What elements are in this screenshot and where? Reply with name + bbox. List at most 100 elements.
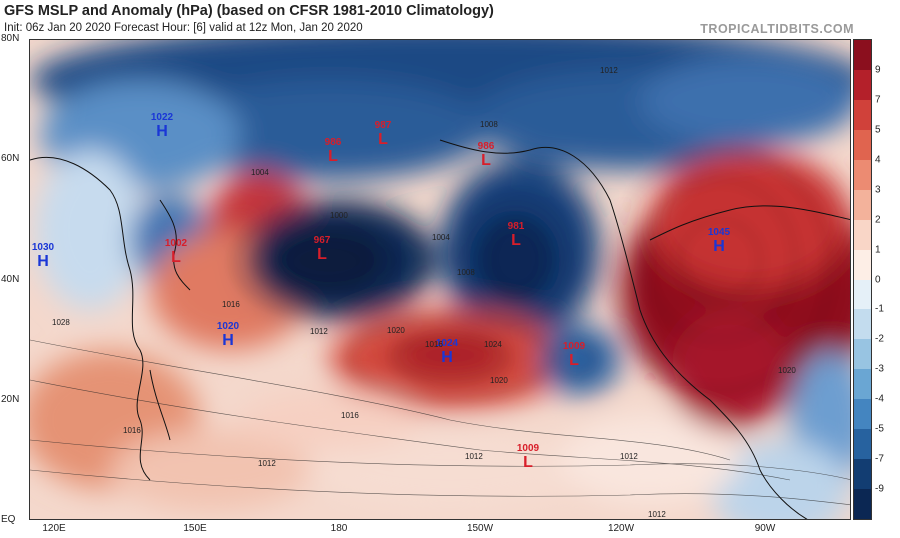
system-letter: L (511, 232, 521, 249)
isobar-label: 1008 (480, 120, 498, 129)
system-letter: L (378, 131, 388, 148)
isobar-label: 1024 (484, 340, 502, 349)
colorbar-segment (854, 369, 871, 400)
system-letter: L (328, 148, 338, 165)
pressure-value: 986 (324, 137, 342, 148)
pressure-value: 986 (477, 141, 495, 152)
colorbar-segment (854, 429, 871, 460)
map-panel (29, 39, 851, 520)
pressure-value: 1030 (31, 242, 55, 253)
pressure-value: 981 (507, 221, 525, 232)
isobar-label: 1020 (490, 376, 508, 385)
colorbar-label: -5 (875, 423, 884, 435)
pressure-value: 1022 (150, 112, 174, 123)
lat-label: EQ (1, 514, 16, 525)
isobar-label: 1012 (258, 459, 276, 468)
system-letter: H (441, 349, 453, 366)
isobar-label: 1012 (600, 66, 618, 75)
system-letter: L (171, 249, 181, 266)
colorbar-label: 2 (875, 214, 881, 226)
colorbar-segment (854, 489, 871, 519)
isobar-label: 1020 (387, 326, 405, 335)
anomaly-map (30, 40, 850, 519)
system-letter: L (481, 152, 491, 169)
isobar-label: 1012 (465, 452, 483, 461)
anomaly-field (30, 40, 850, 519)
colorbar-segment (854, 189, 871, 220)
colorbar-label: 3 (875, 184, 881, 196)
low-pressure-marker: 967 L (314, 236, 331, 263)
lon-label: 180 (330, 523, 348, 534)
low-pressure-marker: 987 L (375, 121, 392, 148)
colorbar-label: 9 (875, 64, 881, 76)
colorbar-segment (854, 69, 871, 100)
system-letter: H (37, 253, 49, 270)
colorbar-segment (854, 129, 871, 160)
pressure-value: 1002 (164, 238, 188, 249)
lon-label: 90W (754, 523, 776, 534)
high-pressure-marker: 1020 H (217, 322, 239, 349)
colorbar-label: 7 (875, 94, 881, 106)
map-subtitle: Init: 06z Jan 20 2020 Forecast Hour: [6]… (4, 22, 363, 34)
low-pressure-marker: 986 L (325, 138, 342, 165)
colorbar-segment (854, 159, 871, 190)
isobar-label: 1028 (52, 318, 70, 327)
low-pressure-marker: 1002 L (165, 239, 187, 266)
isobar-label: 1016 (222, 300, 240, 309)
brand-watermark[interactable]: TROPICALTIDBITS.COM (700, 22, 854, 36)
low-pressure-marker: 981 L (508, 222, 525, 249)
isobar-label: 1012 (648, 510, 666, 519)
colorbar (853, 39, 872, 520)
low-pressure-marker: 1009 L (563, 342, 585, 369)
colorbar-label: -1 (875, 303, 884, 315)
colorbar-label: -3 (875, 363, 884, 375)
lon-label: 150E (183, 523, 207, 534)
isobar-label: 1016 (123, 426, 141, 435)
isobar-label: 1000 (330, 211, 348, 220)
colorbar-segment (854, 279, 871, 310)
pressure-value: 1024 (435, 338, 459, 349)
isobar-label: 1004 (432, 233, 450, 242)
isobar-label: 1004 (251, 168, 269, 177)
colorbar-label: -7 (875, 453, 884, 465)
lon-label: 120W (607, 523, 635, 534)
lon-label: 120E (42, 523, 66, 534)
system-letter: L (523, 454, 533, 471)
lat-label: 20N (1, 394, 20, 405)
colorbar-label: 4 (875, 154, 881, 166)
colorbar-label: -9 (875, 483, 884, 495)
isobar-label: 1012 (310, 327, 328, 336)
colorbar-segment (854, 249, 871, 280)
system-letter: L (317, 246, 327, 263)
high-pressure-marker: 1030 H (32, 243, 54, 270)
low-pressure-marker: 1009 L (517, 444, 539, 471)
map-title: GFS MSLP and Anomaly (hPa) (based on CFS… (4, 3, 494, 19)
lat-label: 60N (1, 153, 20, 164)
pressure-value: 987 (374, 120, 392, 131)
isobar-label: 1016 (425, 340, 443, 349)
colorbar-label: -2 (875, 333, 884, 345)
colorbar-segment (854, 219, 871, 250)
system-letter: H (156, 123, 168, 140)
colorbar-label: 5 (875, 124, 881, 136)
high-pressure-marker: 1024 H (436, 339, 458, 366)
colorbar-segment (854, 459, 871, 490)
lat-label: 40N (1, 274, 20, 285)
pressure-value: 1020 (216, 321, 240, 332)
lat-label: 80N (1, 33, 20, 44)
high-pressure-marker: 1045 H (708, 228, 730, 255)
colorbar-label: 0 (875, 274, 881, 285)
pressure-value: 1045 (707, 227, 731, 238)
system-letter: H (222, 332, 234, 349)
low-pressure-marker: 986 L (478, 142, 495, 169)
colorbar-label: 1 (875, 244, 881, 256)
lon-label: 150W (466, 523, 494, 534)
system-letter: H (713, 238, 725, 255)
system-letter: L (569, 352, 579, 369)
colorbar-label: -4 (875, 393, 884, 405)
isobar-label: 1008 (457, 268, 475, 277)
isobars (234, 149, 831, 399)
colorbar-segment (854, 339, 871, 370)
isobar-lines (30, 339, 850, 506)
isobar-label: 1012 (620, 452, 638, 461)
